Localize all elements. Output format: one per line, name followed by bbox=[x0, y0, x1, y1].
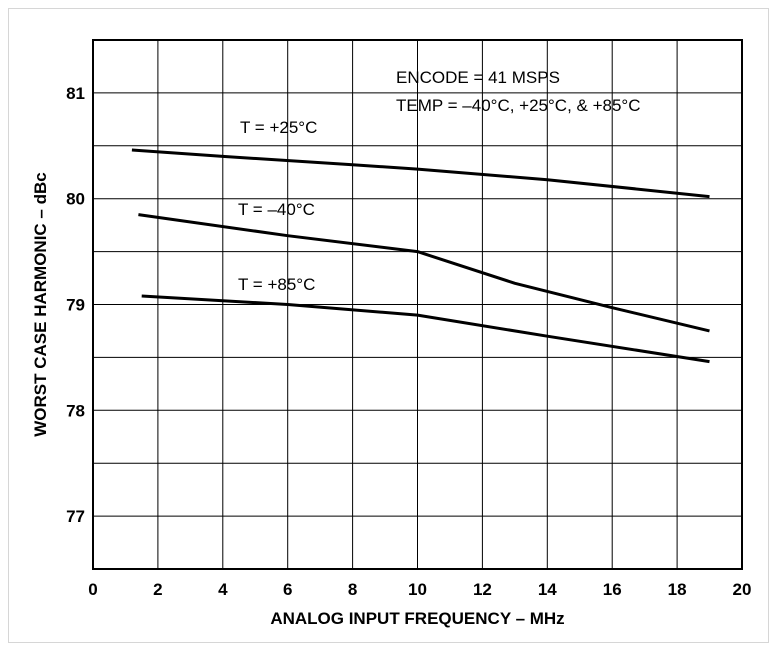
x-tick-label-5: 10 bbox=[408, 580, 427, 599]
y-tick-labels: 77 78 79 80 81 bbox=[66, 84, 85, 526]
series-lines bbox=[131, 148, 710, 364]
series-label-plus25: T = +25°C bbox=[240, 118, 317, 137]
series-line-2 bbox=[141, 294, 710, 364]
y-tick-label-2: 79 bbox=[66, 296, 85, 315]
x-tick-label-0: 0 bbox=[88, 580, 97, 599]
x-tick-label-7: 14 bbox=[538, 580, 557, 599]
annotation-temp: TEMP = –40°C, +25°C, & +85°C bbox=[396, 96, 641, 115]
x-tick-label-10: 20 bbox=[733, 580, 752, 599]
grid bbox=[93, 40, 742, 569]
annotation-encode: ENCODE = 41 MSPS bbox=[396, 68, 560, 87]
x-tick-label-1: 2 bbox=[153, 580, 162, 599]
x-tick-label-2: 4 bbox=[218, 580, 228, 599]
x-tick-labels: 0 2 4 6 8 10 12 14 16 18 20 bbox=[88, 580, 751, 599]
x-tick-label-4: 8 bbox=[348, 580, 357, 599]
x-tick-label-9: 18 bbox=[668, 580, 687, 599]
y-tick-label-0: 77 bbox=[66, 507, 85, 526]
y-tick-label-3: 80 bbox=[66, 190, 85, 209]
y-tick-label-1: 78 bbox=[66, 401, 85, 420]
x-tick-label-6: 12 bbox=[473, 580, 492, 599]
series-label-minus40: T = –40°C bbox=[238, 200, 315, 219]
x-tick-label-3: 6 bbox=[283, 580, 292, 599]
x-tick-label-8: 16 bbox=[603, 580, 622, 599]
series-label-plus85: T = +85°C bbox=[238, 275, 315, 294]
y-axis-label: WORST CASE HARMONIC – dBc bbox=[31, 172, 50, 436]
x-axis-label: ANALOG INPUT FREQUENCY – MHz bbox=[270, 609, 564, 628]
series-line-1 bbox=[138, 213, 710, 333]
plot-border bbox=[92, 39, 743, 570]
chart-frame bbox=[8, 8, 769, 643]
series-line-0 bbox=[131, 148, 710, 199]
y-tick-label-4: 81 bbox=[66, 84, 85, 103]
